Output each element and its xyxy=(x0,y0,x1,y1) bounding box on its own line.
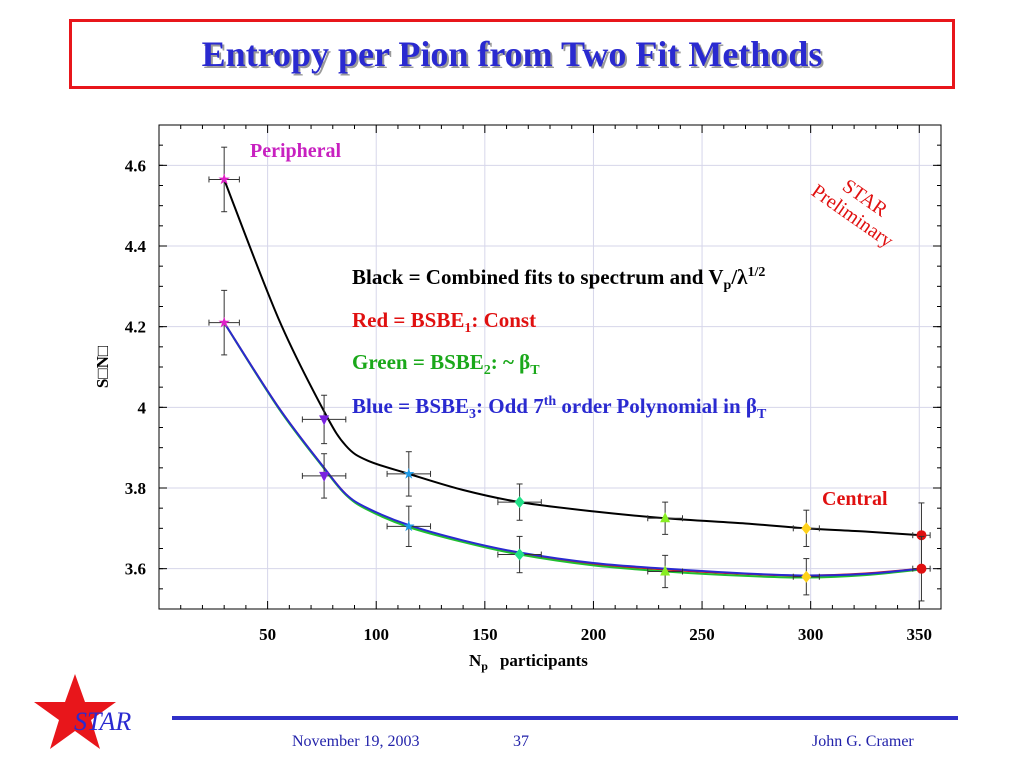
star-logo: STAR xyxy=(34,674,131,749)
data-point-lower-marker xyxy=(218,316,230,328)
chart: 50 100 150 200 250 300 350 3.6 3.8 4 4.2 4.4 4.6 Np p… xyxy=(93,124,942,673)
slide-title: Entropy per Pion from Two Fit Methods xyxy=(201,34,823,74)
data-point-lower-marker xyxy=(514,548,525,561)
x-axis-label: Np participants xyxy=(469,651,588,673)
legend: Black = Combined fits to spectrum and Vp… xyxy=(352,265,767,422)
data-point-lower-marker xyxy=(319,471,330,482)
data-point-upper-marker xyxy=(801,522,812,535)
logo-text: STAR xyxy=(74,707,131,736)
footer-page: 37 xyxy=(513,733,529,750)
data-points xyxy=(208,146,931,602)
data-point-upper-marker xyxy=(403,467,415,479)
footer-line xyxy=(172,716,958,720)
footer-date: November 19, 2003 xyxy=(292,733,420,750)
legend-red: Red = BSBE1: Const xyxy=(352,308,536,336)
fit-curve-3 xyxy=(223,322,922,577)
central-label: Central xyxy=(822,488,888,510)
fit-curve-1 xyxy=(223,322,922,577)
y-tick-label: 4 xyxy=(138,398,147,417)
x-tick-label: 100 xyxy=(363,625,389,644)
legend-blue: Blue = BSBE3: Odd 7th order Polynomial i… xyxy=(352,394,767,422)
data-point-lower-marker xyxy=(660,565,671,576)
data-point-upper-marker xyxy=(218,173,230,185)
peripheral-label: Peripheral xyxy=(250,140,342,162)
y-tick-label: 3.8 xyxy=(125,479,146,498)
y-tick-label: 4.6 xyxy=(125,156,146,175)
title-box: Entropy per Pion from Two Fit Methods xyxy=(69,19,955,89)
data-point-upper-marker xyxy=(660,512,671,523)
data-point-upper-marker xyxy=(514,496,525,509)
data-point-lower-marker xyxy=(916,563,927,574)
legend-black: Black = Combined fits to spectrum and Vp… xyxy=(352,265,765,293)
x-tick-label: 250 xyxy=(689,625,715,644)
y-tick-label: 3.6 xyxy=(125,560,146,579)
x-tick-label: 50 xyxy=(259,625,276,644)
x-axis-label-rest: participants xyxy=(500,651,588,670)
data-point-lower-marker xyxy=(403,520,415,532)
fit-curve-0 xyxy=(223,179,922,537)
star-preliminary: STAR Preliminary xyxy=(807,175,897,252)
legend-green: Green = BSBE2: ~ βT xyxy=(352,350,540,378)
x-axis-label-n: N xyxy=(469,651,482,670)
fit-curve-2 xyxy=(223,322,922,579)
x-tick-label: 300 xyxy=(798,625,824,644)
data-point-upper-marker xyxy=(319,415,330,426)
footer-author: John G. Cramer xyxy=(812,733,914,750)
data-point-upper-marker xyxy=(916,530,927,541)
x-tick-label: 150 xyxy=(472,625,498,644)
fit-curves xyxy=(223,179,922,579)
y-tick-label: 4.4 xyxy=(125,237,147,256)
x-tick-label: 350 xyxy=(907,625,933,644)
y-axis-label: S□N□ xyxy=(93,346,112,388)
x-tick-label: 200 xyxy=(581,625,607,644)
data-point-lower-marker xyxy=(801,570,812,583)
red-star-icon xyxy=(34,674,116,749)
y-tick-label: 4.2 xyxy=(125,318,146,337)
axis-ticks: 50 100 150 200 250 300 350 3.6 3.8 4 4.2 4.4 4.6 xyxy=(125,124,941,644)
x-axis-label-sub: p xyxy=(481,659,488,673)
